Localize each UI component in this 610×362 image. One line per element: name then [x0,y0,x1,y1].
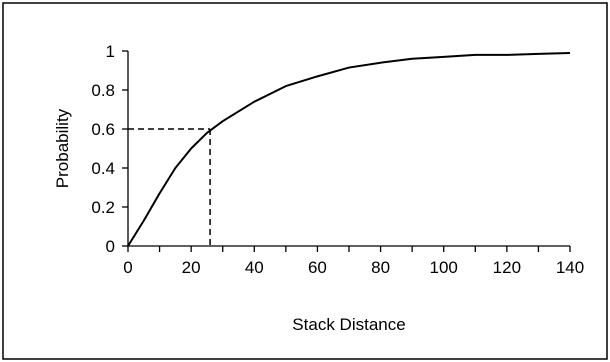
y-tick-label-5: 1 [106,42,115,61]
tick-labels: 0 0.2 0.4 0.6 0.8 1 0 20 40 60 80 100 120 140 [91,42,584,277]
x-tick-label-4: 80 [371,258,390,277]
y-tick-label-0: 0 [106,237,115,256]
x-tick-label-5: 100 [430,258,458,277]
x-tick-label-2: 40 [245,258,264,277]
x-tick-label-3: 60 [308,258,327,277]
series-line-0 [127,51,571,247]
series-lines [127,51,571,247]
x-tick-label-7: 140 [556,258,584,277]
x-tick-label-1: 20 [182,258,201,277]
y-tick-label-2: 0.4 [91,159,115,178]
x-axis-title: Stack Distance [292,315,405,334]
y-tick-label-3: 0.6 [91,120,115,139]
annotation-lines [128,128,211,246]
y-axis-title: Probability [53,108,72,188]
x-tick-label-6: 120 [493,258,521,277]
y-tick-label-4: 0.8 [91,81,115,100]
y-tick-label-1: 0.2 [91,198,115,217]
x-tick-label-0: 0 [123,258,132,277]
axis-ticks [122,50,571,252]
